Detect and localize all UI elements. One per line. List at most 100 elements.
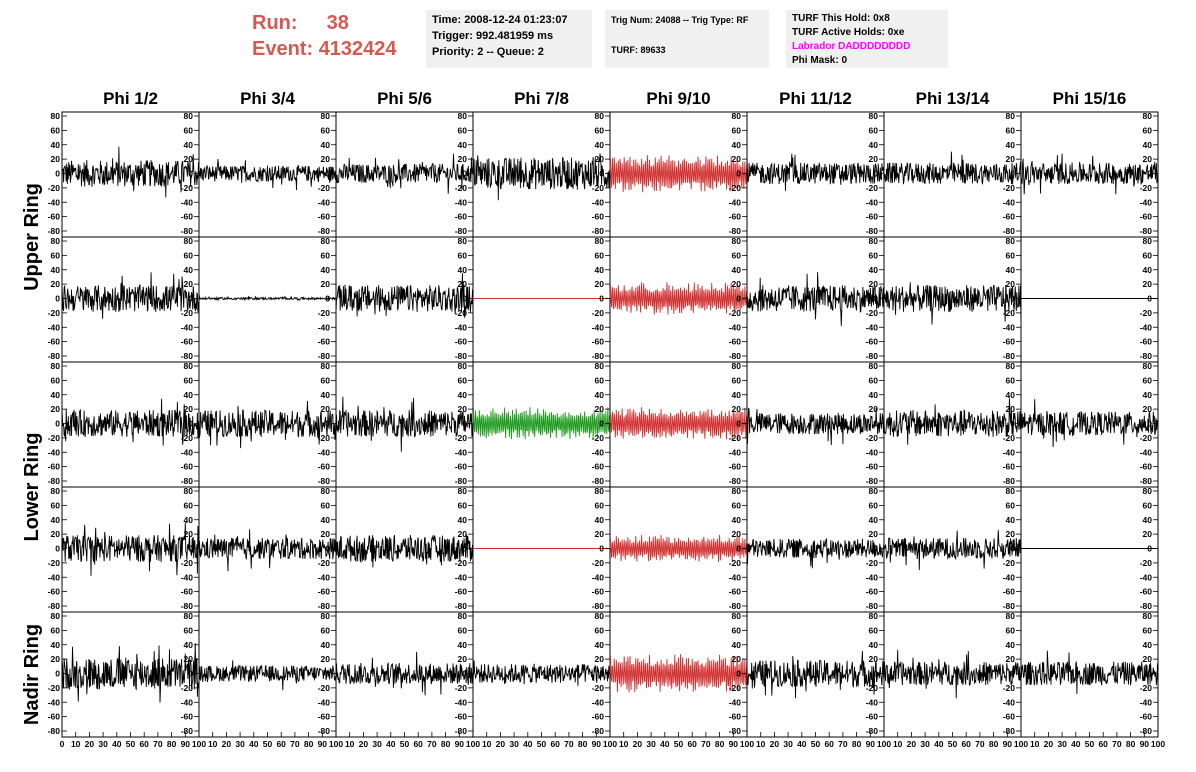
waveform-trace <box>883 282 1022 326</box>
y-tick-label: 40 <box>1006 140 1016 150</box>
time-text: Time: 2008-12-24 01:23:07 <box>432 14 568 26</box>
y-tick-label: -20 <box>181 558 194 568</box>
y-tick-label: -60 <box>866 212 879 222</box>
y-tick-label: -20 <box>1140 558 1153 568</box>
y-tick-label: 20 <box>184 654 194 664</box>
y-tick-label: -60 <box>318 337 331 347</box>
phi-mask-text: Phi Mask: 0 <box>792 55 848 66</box>
y-tick-label: 40 <box>458 640 468 650</box>
waveform-trace <box>472 153 611 201</box>
panel-frame <box>472 486 611 613</box>
y-tick-label: 40 <box>321 390 331 400</box>
y-tick-label: 40 <box>184 265 194 275</box>
y-tick-label: -40 <box>1003 697 1016 707</box>
waveform-trace <box>61 522 200 576</box>
waveform-trace <box>472 660 611 686</box>
y-tick-label: 80 <box>51 361 61 371</box>
y-tick-label: 60 <box>732 500 742 510</box>
phi-column-header: Phi 11/12 <box>779 89 852 108</box>
y-tick-label: -60 <box>866 462 879 472</box>
y-tick-label: -60 <box>592 712 605 722</box>
y-tick-label: 40 <box>595 640 605 650</box>
y-tick-label: 20 <box>1006 654 1016 664</box>
phi-column-header: Phi 9/10 <box>646 89 710 108</box>
y-tick-label: -20 <box>455 433 468 443</box>
y-tick-label: 40 <box>1006 515 1016 525</box>
y-tick-label: 80 <box>458 111 468 121</box>
y-tick-label: -20 <box>729 183 742 193</box>
y-tick-label: 80 <box>321 611 331 621</box>
x-tick-label: 80 <box>715 739 725 749</box>
x-tick-label: 90 <box>1140 739 1150 749</box>
run-value: 38 <box>326 12 349 34</box>
y-tick-label: -20 <box>181 183 194 193</box>
x-tick-label: 70 <box>427 739 437 749</box>
phi-column-header: Phi 5/6 <box>377 89 432 108</box>
event-row: Event: 4132424 <box>252 36 397 62</box>
y-tick-label: 80 <box>1006 111 1016 121</box>
x-tick-label: 50 <box>948 739 958 749</box>
waveform-trace <box>198 529 337 572</box>
y-tick-label: 0 <box>736 419 741 429</box>
y-tick-label: 40 <box>869 265 879 275</box>
y-tick-label: -80 <box>1003 726 1016 736</box>
x-tick-label: 40 <box>249 739 259 749</box>
y-tick-label: -80 <box>455 351 468 361</box>
y-tick-label: -60 <box>592 212 605 222</box>
y-tick-label: -20 <box>181 308 194 318</box>
y-tick-label: 0 <box>462 544 467 554</box>
y-tick-label: -80 <box>318 226 331 236</box>
y-tick-label: -80 <box>1140 226 1153 236</box>
y-tick-label: 60 <box>595 500 605 510</box>
y-tick-label: -60 <box>1003 212 1016 222</box>
y-tick-label: 60 <box>732 125 742 135</box>
y-tick-label: 80 <box>1006 361 1016 371</box>
y-tick-label: 80 <box>184 361 194 371</box>
x-tick-label: 10 <box>482 739 492 749</box>
y-tick-label: -40 <box>729 447 742 457</box>
run-row: Run: 38 <box>252 10 397 36</box>
y-tick-label: 20 <box>321 279 331 289</box>
y-tick-label: -40 <box>592 197 605 207</box>
x-tick-label: 0 <box>60 739 65 749</box>
waveform-trace <box>746 537 885 569</box>
y-tick-label: -60 <box>48 212 61 222</box>
y-tick-label: 20 <box>1143 279 1153 289</box>
y-tick-label: 0 <box>1147 544 1152 554</box>
y-tick-label: -20 <box>1140 183 1153 193</box>
y-tick-label: 80 <box>51 236 61 246</box>
x-tick-label: 40 <box>1071 739 1081 749</box>
y-tick-label: 40 <box>184 390 194 400</box>
y-tick-label: 40 <box>595 140 605 150</box>
y-tick-label: -40 <box>318 572 331 582</box>
y-tick-label: 60 <box>1006 500 1016 510</box>
y-tick-label: -60 <box>729 462 742 472</box>
y-tick-label: -40 <box>729 197 742 207</box>
y-tick-label: 60 <box>1006 375 1016 385</box>
phi-column-header: Phi 1/2 <box>103 89 158 108</box>
y-tick-label: -40 <box>48 697 61 707</box>
y-tick-label: -60 <box>318 587 331 597</box>
y-tick-label: -80 <box>181 476 194 486</box>
y-tick-label: 80 <box>1143 236 1153 246</box>
x-tick-label: 20 <box>85 739 95 749</box>
y-tick-label: 80 <box>1006 611 1016 621</box>
x-tick-label: 80 <box>441 739 451 749</box>
y-tick-label: -40 <box>48 447 61 457</box>
x-tick-label: 60 <box>1098 739 1108 749</box>
y-tick-label: -80 <box>866 476 879 486</box>
y-tick-label: -40 <box>1003 572 1016 582</box>
y-tick-label: 80 <box>458 486 468 496</box>
y-tick-label: -60 <box>48 712 61 722</box>
y-tick-label: 60 <box>869 500 879 510</box>
y-tick-label: 0 <box>873 544 878 554</box>
y-tick-label: 0 <box>55 544 60 554</box>
x-tick-label: 50 <box>263 739 273 749</box>
y-tick-label: -60 <box>48 462 61 472</box>
y-tick-label: 40 <box>184 515 194 525</box>
x-tick-label: 30 <box>920 739 930 749</box>
run-label: Run: <box>252 12 298 34</box>
waveform-trace <box>609 654 748 693</box>
y-tick-label: 0 <box>599 169 604 179</box>
x-tick-label: 90 <box>1003 739 1013 749</box>
